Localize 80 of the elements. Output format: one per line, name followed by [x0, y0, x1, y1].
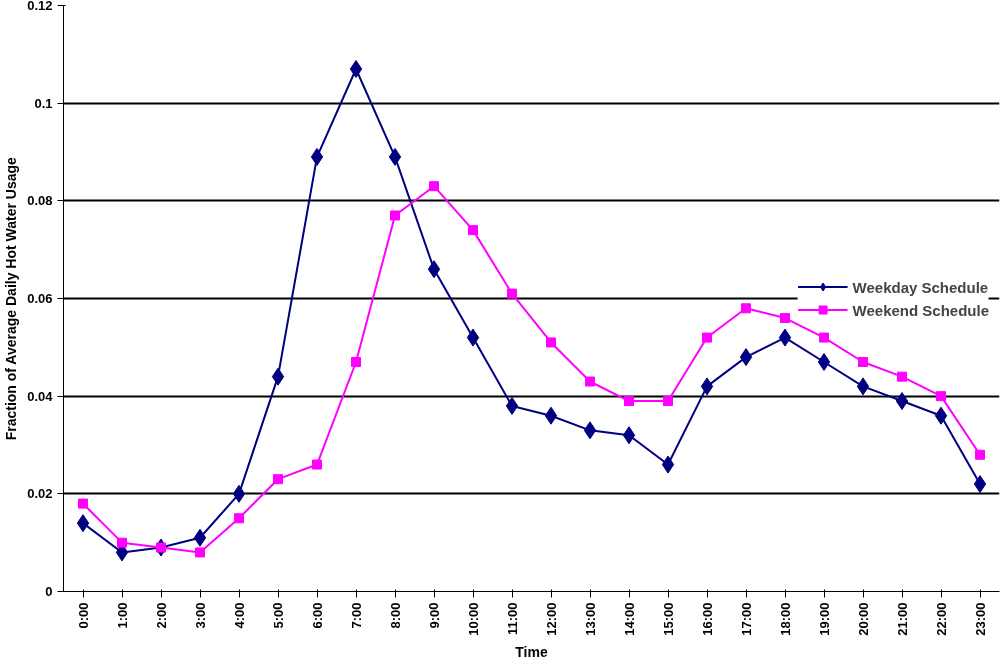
x-tick-label: 12:00	[543, 602, 559, 636]
x-tick-label: 13:00	[582, 602, 598, 636]
point	[700, 377, 714, 396]
y-tick-label: 0	[45, 584, 53, 599]
y-tick-label: 0.02	[27, 486, 53, 502]
y-tick-label: 0.12	[27, 0, 53, 13]
legend-label: Weekday Schedule	[852, 278, 989, 295]
y-tick-label: 0.04	[27, 388, 54, 404]
x-tick-label: 20:00	[855, 602, 871, 636]
point	[778, 328, 792, 347]
point	[117, 537, 127, 548]
x-tick-label: 19:00	[816, 602, 832, 636]
y-tick-label: 0.06	[27, 291, 53, 306]
y-tick-label: 0.08	[27, 193, 53, 209]
point	[856, 377, 870, 396]
x-tick-label: 22:00	[933, 602, 949, 636]
x-tick-label: 18:00	[777, 602, 793, 636]
point	[780, 313, 790, 324]
x-tick-label: 17:00	[738, 602, 754, 636]
point	[819, 332, 829, 343]
x-tick-label: 23:00	[972, 602, 988, 636]
point	[195, 547, 205, 558]
point	[271, 367, 285, 386]
point	[193, 528, 207, 547]
x-tick-label: 8:00	[387, 602, 403, 629]
x-tick-label: 7:00	[348, 602, 364, 629]
x-tick-label: 3:00	[192, 602, 208, 629]
x-tick-label: 4:00	[231, 602, 247, 629]
x-tick-label: 10:00	[465, 602, 481, 636]
point	[351, 356, 361, 367]
point	[388, 147, 402, 166]
point	[349, 59, 363, 78]
point	[895, 392, 909, 411]
point	[585, 376, 595, 387]
point	[936, 391, 946, 402]
point	[583, 421, 597, 440]
point	[622, 426, 636, 445]
legend-label: Weekend Schedule	[852, 301, 989, 318]
point	[507, 288, 517, 299]
point	[934, 406, 948, 425]
x-tick-label: 1:00	[114, 602, 130, 629]
x-tick-label: 9:00	[426, 602, 442, 629]
x-tick-label: 0:00	[75, 602, 91, 629]
point	[702, 332, 712, 343]
point	[544, 406, 558, 425]
point	[663, 396, 673, 407]
point	[739, 348, 753, 367]
point	[505, 396, 519, 415]
point	[427, 260, 441, 279]
point	[817, 352, 831, 371]
point	[273, 474, 283, 485]
x-tick-label: 16:00	[699, 602, 715, 636]
x-tick-label: 14:00	[621, 602, 637, 636]
point	[858, 356, 868, 367]
x-tick-label: 21:00	[894, 602, 910, 636]
x-tick-label: 2:00	[153, 602, 169, 629]
point	[624, 396, 634, 407]
point	[390, 210, 400, 221]
point	[741, 303, 751, 314]
point	[973, 475, 987, 494]
point	[546, 337, 556, 348]
point	[78, 498, 88, 509]
x-tick-label: 15:00	[660, 602, 676, 636]
point	[468, 225, 478, 236]
point	[897, 371, 907, 382]
point	[232, 484, 246, 503]
x-tick-label: 6:00	[309, 602, 325, 629]
x-axis-title: Time	[515, 643, 548, 660]
y-axis-title: Fraction of Average Daily Hot Water Usage	[3, 156, 20, 441]
point	[234, 513, 244, 524]
point	[312, 459, 322, 470]
point	[661, 455, 675, 474]
y-tick-label: 0.1	[34, 95, 53, 111]
point	[310, 147, 324, 166]
point	[76, 514, 90, 533]
x-tick-label: 11:00	[504, 602, 520, 636]
point	[975, 449, 985, 460]
x-tick-label: 5:00	[270, 602, 286, 629]
point	[429, 181, 439, 192]
point	[466, 328, 480, 347]
